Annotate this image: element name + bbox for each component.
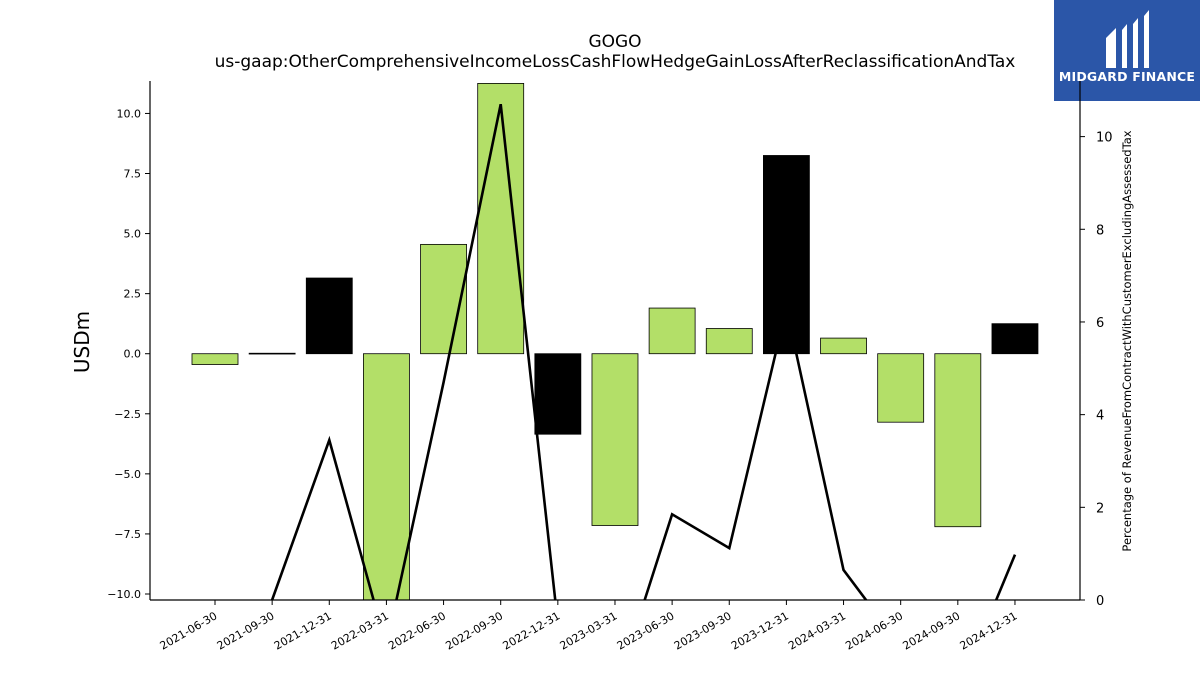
- x-tick-label: 2021-06-30: [158, 609, 220, 652]
- x-tick-label: 2024-09-30: [900, 609, 962, 652]
- x-tick-label: 2024-12-31: [958, 609, 1020, 652]
- y-right-axis-label: Percentage of RevenueFromContractWithCus…: [1120, 130, 1134, 551]
- bar-2023-09-30: [705, 328, 753, 355]
- logo-mark-icon: [1106, 10, 1149, 68]
- line-layer: [270, 103, 1017, 600]
- bar-2024-09-30: [934, 353, 982, 528]
- x-tick-label: 2021-12-31: [272, 609, 334, 652]
- x-tick-label: 2023-12-31: [729, 609, 791, 652]
- y-tick-label: −7.5: [114, 528, 141, 541]
- bar-2022-09-30: [477, 83, 525, 355]
- bar-2023-06-30: [648, 307, 696, 355]
- bar-2022-03-31: [363, 353, 410, 600]
- x-tick-label: 2022-03-31: [329, 609, 391, 652]
- bar-2021-09-30: [248, 352, 296, 355]
- y-tick-label: −2.5: [114, 408, 141, 421]
- revenue-percentage-line: [270, 103, 1017, 600]
- y-tick-label: 5.0: [124, 228, 142, 241]
- y-right-tick-label: 8: [1096, 223, 1104, 238]
- bar-2021-12-31: [305, 277, 353, 355]
- x-tick-label: 2024-06-30: [843, 609, 905, 652]
- bar-2023-03-31: [591, 353, 639, 526]
- midgard-finance-logo: MIDGARD FINANCE: [1054, 0, 1200, 101]
- x-tick-label: 2022-09-30: [443, 609, 505, 652]
- y-tick-label: −10.0: [107, 588, 141, 601]
- x-tick-label: 2021-09-30: [215, 609, 277, 652]
- chart-title-metric: us-gaap:OtherComprehensiveIncomeLossCash…: [214, 52, 1016, 72]
- bar-2024-12-31: [991, 323, 1039, 355]
- bars-layer: [191, 83, 1039, 600]
- x-tick-label: 2024-03-31: [786, 609, 848, 652]
- x-tick-label: 2022-06-30: [386, 609, 448, 652]
- bar-2022-06-30: [420, 243, 467, 355]
- bar-2023-12-31: [763, 155, 810, 355]
- y-axis-label: USDm: [70, 311, 94, 373]
- x-tick-label: 2022-12-31: [500, 609, 562, 652]
- x-tick-label: 2023-09-30: [672, 609, 734, 652]
- y-right-tick-label: 2: [1096, 501, 1104, 516]
- y-right-tick-label: 10: [1096, 131, 1113, 146]
- chart-title: GOGO us-gaap:OtherComprehensiveIncomeLos…: [150, 32, 1080, 72]
- y-right-tick-label: 6: [1096, 316, 1104, 331]
- x-tick-label: 2023-06-30: [615, 609, 677, 652]
- y-tick-label: 7.5: [124, 168, 142, 181]
- y-tick-label: 10.0: [117, 107, 142, 120]
- y-right-tick-label: 0: [1096, 594, 1104, 609]
- y-tick-label: −5.0: [114, 468, 141, 481]
- bar-2022-12-31: [534, 353, 582, 435]
- x-tick-label: 2023-03-31: [558, 609, 620, 652]
- bar-2024-06-30: [877, 353, 925, 423]
- y-right-tick-label: 4: [1096, 409, 1104, 424]
- bar-2024-03-31: [820, 337, 867, 355]
- bar-2021-06-30: [191, 353, 239, 365]
- y-tick-label: 0.0: [124, 348, 142, 361]
- chart-title-ticker: GOGO: [588, 32, 642, 52]
- y-tick-label: 2.5: [124, 288, 142, 301]
- logo-text: MIDGARD FINANCE: [1058, 69, 1196, 84]
